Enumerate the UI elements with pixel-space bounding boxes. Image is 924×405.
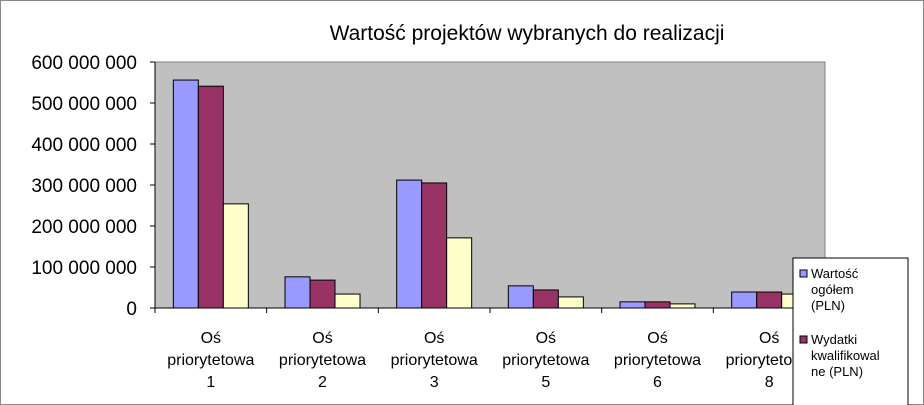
legend: Wartość ogółem (PLN) Wydatki kwalifikowal ne … — [792, 257, 909, 405]
plot-area — [154, 61, 826, 309]
x-tick-label: Oś priorytetowa 5 — [502, 330, 589, 391]
bar — [644, 301, 671, 309]
bar — [619, 301, 646, 309]
y-tick-label: 300 000 000 — [31, 176, 137, 197]
x-tick-label: Oś priorytetowa 1 — [167, 330, 254, 391]
bar — [172, 79, 199, 309]
y-tick-label: 200 000 000 — [31, 217, 137, 238]
legend-label: Wydatki kwalifikowal ne (PLN) — [811, 332, 880, 379]
bar — [334, 293, 361, 309]
bar — [669, 303, 696, 309]
y-tick-label: 400 000 000 — [31, 135, 137, 156]
bar — [507, 285, 534, 309]
y-tick-label: 500 000 000 — [31, 94, 137, 115]
bar — [309, 279, 336, 309]
x-tick-label: Oś priorytetowa 3 — [391, 330, 478, 391]
x-tick-label: Oś priorytetowa 2 — [279, 330, 366, 391]
y-tick-label: 100 000 000 — [31, 258, 137, 279]
legend-label: Wartość ogółem (PLN) — [811, 266, 859, 313]
y-tick-label: 0 — [126, 299, 137, 320]
bar — [284, 276, 311, 309]
bar — [731, 291, 758, 309]
bar — [396, 179, 423, 309]
bar — [557, 296, 584, 309]
legend-swatch — [799, 269, 808, 278]
bar — [532, 289, 559, 309]
bar — [421, 182, 448, 309]
bar — [756, 291, 783, 309]
bar — [197, 85, 224, 309]
y-tick-label: 600 000 000 — [31, 53, 137, 74]
x-tick-label: Oś priorytetowa 6 — [614, 330, 701, 391]
chart-title: Wartość projektów wybranych do realizacj… — [330, 22, 725, 45]
bar — [222, 203, 249, 309]
legend-swatch — [799, 335, 808, 344]
x-tick-label: Oś priorytetowa 8 — [726, 330, 813, 391]
legend-box — [792, 257, 909, 405]
bar — [446, 237, 473, 309]
